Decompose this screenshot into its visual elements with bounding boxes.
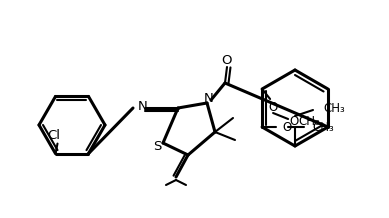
Text: CH₃: CH₃	[312, 121, 334, 133]
Text: CH₃: CH₃	[298, 114, 320, 128]
Text: N: N	[138, 99, 148, 112]
Text: Cl: Cl	[47, 129, 60, 142]
Text: CH₃: CH₃	[323, 102, 345, 114]
Text: O: O	[222, 53, 232, 66]
Text: O: O	[289, 114, 299, 128]
Text: O: O	[282, 121, 291, 133]
Text: S: S	[153, 140, 161, 153]
Text: O: O	[268, 100, 278, 114]
Text: N: N	[204, 92, 214, 104]
